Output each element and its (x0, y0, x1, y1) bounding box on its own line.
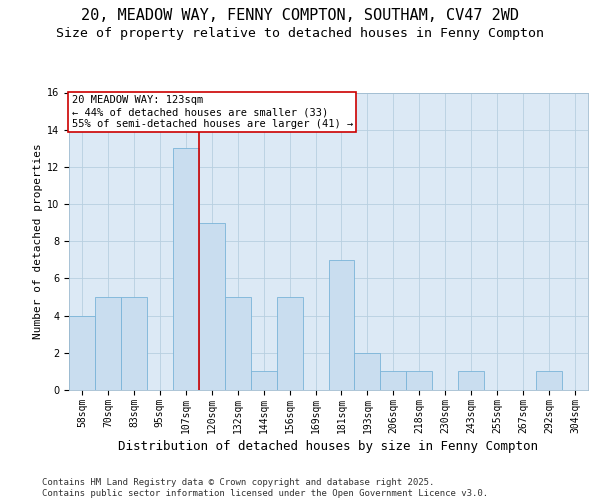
Bar (225, 297, 251, 390)
Bar (199, 222, 224, 390)
Bar (355, 353, 380, 390)
Text: Contains HM Land Registry data © Crown copyright and database right 2025.
Contai: Contains HM Land Registry data © Crown c… (42, 478, 488, 498)
Text: 20 MEADOW WAY: 123sqm
← 44% of detached houses are smaller (33)
55% of semi-deta: 20 MEADOW WAY: 123sqm ← 44% of detached … (71, 96, 353, 128)
Bar (251, 372, 277, 390)
Bar (536, 372, 562, 390)
Bar (69, 316, 95, 390)
X-axis label: Distribution of detached houses by size in Fenny Compton: Distribution of detached houses by size … (119, 440, 539, 453)
Text: Size of property relative to detached houses in Fenny Compton: Size of property relative to detached ho… (56, 28, 544, 40)
Bar (277, 297, 302, 390)
Bar (121, 297, 147, 390)
Text: 20, MEADOW WAY, FENNY COMPTON, SOUTHAM, CV47 2WD: 20, MEADOW WAY, FENNY COMPTON, SOUTHAM, … (81, 8, 519, 22)
Bar (406, 372, 432, 390)
Bar (380, 372, 406, 390)
Bar (95, 297, 121, 390)
Bar (329, 260, 355, 390)
Y-axis label: Number of detached properties: Number of detached properties (33, 144, 43, 339)
Bar (173, 148, 199, 390)
Bar (458, 372, 484, 390)
